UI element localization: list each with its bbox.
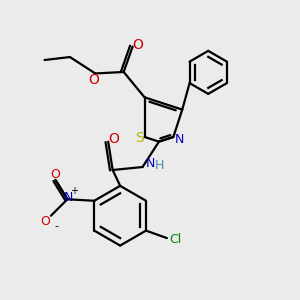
Text: O: O bbox=[41, 214, 50, 228]
Text: N: N bbox=[64, 191, 74, 204]
Text: -: - bbox=[54, 221, 58, 231]
Text: O: O bbox=[133, 38, 143, 52]
Text: Cl: Cl bbox=[169, 233, 182, 246]
Text: O: O bbox=[88, 73, 99, 87]
Text: H: H bbox=[154, 159, 164, 172]
Text: +: + bbox=[70, 186, 78, 196]
Text: O: O bbox=[108, 132, 119, 146]
Text: O: O bbox=[50, 168, 60, 181]
Text: S: S bbox=[135, 131, 144, 146]
Text: N: N bbox=[146, 157, 156, 170]
Text: N: N bbox=[175, 133, 184, 146]
